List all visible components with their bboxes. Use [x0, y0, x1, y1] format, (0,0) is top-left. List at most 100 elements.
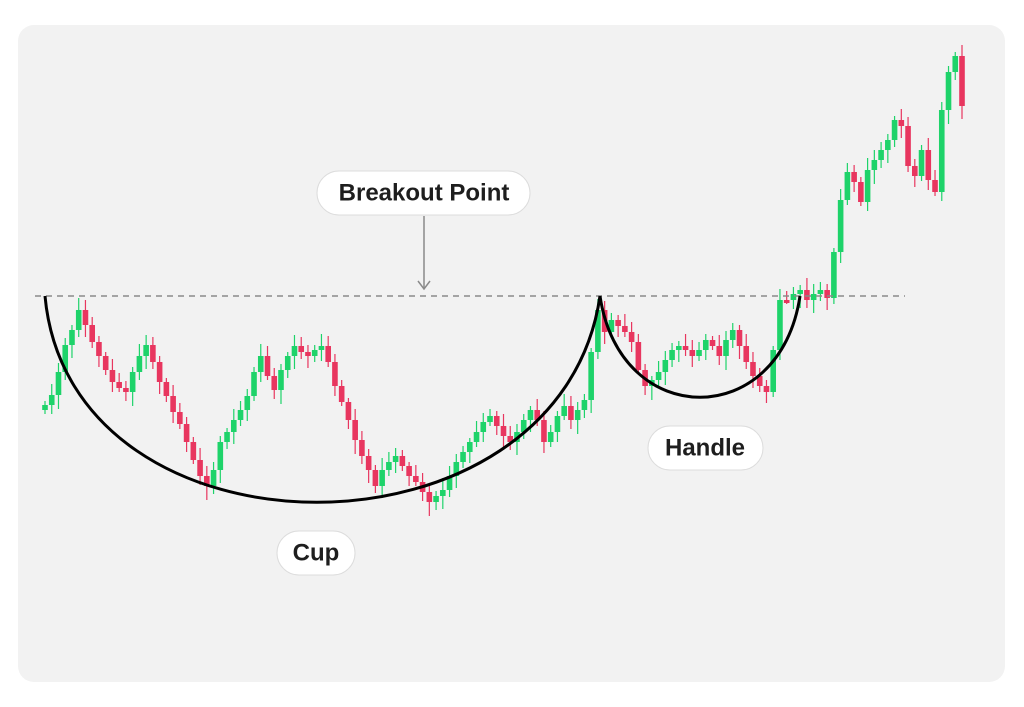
candle-body	[102, 356, 109, 370]
candle-body	[608, 320, 615, 332]
breakout-label: Breakout Point	[339, 179, 510, 206]
candle-body	[716, 346, 723, 356]
candle-body	[413, 476, 419, 482]
candle-body	[123, 388, 129, 392]
candle-body	[554, 416, 561, 432]
candle-body	[682, 346, 689, 350]
candle-body	[440, 490, 446, 496]
candle-body	[372, 470, 379, 486]
candle-body	[473, 432, 480, 442]
candle-body	[750, 362, 756, 376]
candle-body	[777, 300, 783, 350]
candle-body	[669, 350, 675, 360]
candle-body	[352, 420, 358, 440]
candle-body	[426, 492, 433, 502]
candle-body	[143, 345, 149, 356]
candle-body	[48, 395, 55, 405]
candle-body	[736, 330, 743, 346]
candle-body	[183, 424, 190, 442]
candle-body	[197, 460, 203, 476]
candle-body	[864, 170, 871, 202]
cup-curve	[43, 295, 602, 504]
candle-body	[305, 352, 311, 356]
candle-body	[662, 360, 669, 372]
candle-body	[433, 496, 439, 502]
candle-body	[163, 382, 170, 396]
candle-body	[527, 410, 534, 420]
candle-body	[55, 372, 62, 395]
candle-body	[379, 470, 385, 486]
candle-body	[676, 346, 682, 350]
candle-body	[723, 340, 729, 356]
candle-body	[574, 410, 581, 420]
handle-curve	[598, 295, 802, 399]
candle-body	[824, 290, 830, 298]
candle-body	[561, 406, 567, 416]
candle-body	[858, 182, 864, 202]
candle-body	[217, 442, 224, 470]
candle-body	[831, 252, 837, 298]
candle-body	[878, 150, 884, 160]
candle-body	[332, 362, 338, 386]
candle-body	[177, 412, 183, 424]
candle-body	[156, 362, 163, 382]
cup-pill	[276, 530, 356, 576]
candle-body	[42, 405, 48, 410]
candle-body	[756, 376, 763, 386]
breakout-pill	[316, 170, 531, 216]
candle-body	[365, 456, 372, 470]
candle-body	[871, 160, 878, 170]
candle-body	[810, 294, 817, 300]
candle-body	[702, 340, 709, 350]
candle-body	[837, 200, 844, 252]
candle-body	[952, 56, 959, 72]
candle-body	[257, 356, 264, 372]
candle-body	[116, 382, 122, 388]
candle-body	[150, 345, 156, 362]
candle-body	[568, 406, 574, 420]
candle-body	[588, 352, 594, 400]
candle-body	[898, 120, 905, 126]
candle-body	[925, 150, 932, 180]
candle-body	[655, 372, 662, 380]
candle-body	[696, 350, 702, 356]
candle-body	[480, 422, 487, 432]
cup-label: Cup	[293, 539, 340, 566]
candle-body	[851, 172, 857, 182]
candle-body	[453, 462, 460, 476]
candle-body	[399, 456, 406, 466]
candle-body	[790, 294, 797, 300]
panel	[18, 25, 1005, 682]
candle-body	[460, 452, 466, 462]
candle-body	[493, 416, 500, 426]
candle-body	[770, 350, 777, 392]
candle-body	[359, 440, 365, 456]
candle-body	[689, 350, 696, 356]
candle-body	[541, 420, 547, 442]
candle-body	[190, 442, 197, 460]
candle-body	[75, 310, 82, 330]
handle-pill	[647, 425, 764, 471]
candle-body	[938, 110, 945, 192]
candle-body	[595, 310, 601, 352]
candle-body	[628, 332, 635, 342]
candle-body	[622, 326, 628, 332]
candle-body	[500, 426, 507, 436]
candle-body	[82, 310, 89, 325]
candle-body	[905, 126, 911, 166]
candle-body	[264, 356, 271, 376]
candle-body	[204, 476, 210, 486]
candle-body	[291, 346, 298, 356]
candle-body	[446, 476, 453, 490]
candle-body	[170, 396, 176, 412]
candle-body	[844, 172, 851, 200]
handle-label: Handle	[665, 434, 745, 461]
candle-body	[635, 342, 642, 370]
candle-body	[797, 290, 803, 294]
candle-body	[466, 442, 473, 452]
candle-body	[945, 72, 952, 110]
candle-body	[230, 420, 237, 432]
candle-body	[298, 346, 305, 352]
